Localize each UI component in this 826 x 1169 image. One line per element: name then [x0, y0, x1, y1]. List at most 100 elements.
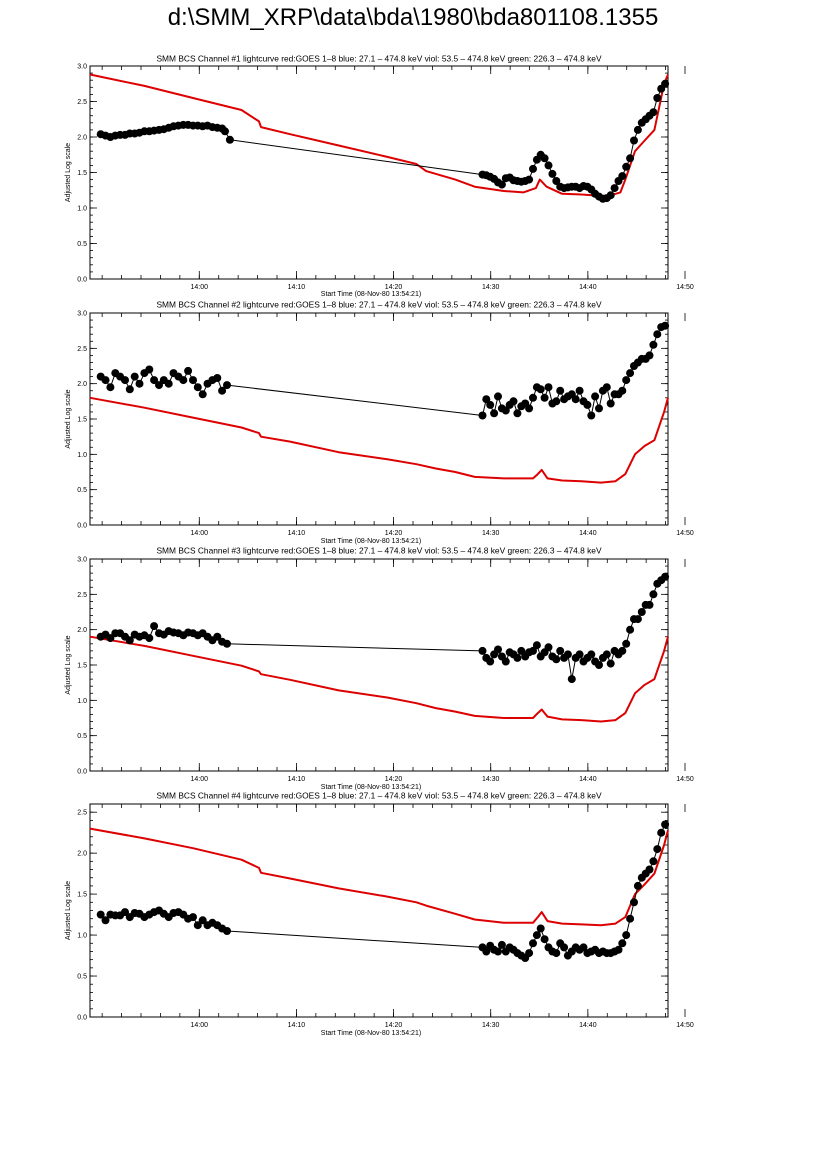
data-point [563, 650, 572, 659]
y-tick-label: 1.5 [77, 170, 87, 177]
data-point [548, 169, 557, 178]
data-point [645, 600, 654, 609]
y-tick-label: 0.0 [77, 277, 87, 284]
data-point [536, 924, 545, 933]
data-point [571, 395, 580, 404]
data-point [653, 94, 662, 102]
data-point [556, 646, 565, 655]
series-line-red [89, 827, 669, 927]
data-point [622, 639, 631, 648]
data-point [517, 646, 526, 655]
y-tick-label: 1.0 [77, 452, 87, 459]
data-point [653, 845, 662, 854]
x-axis-label: Start Time (08-Nov-80 13:54:21) [321, 1030, 421, 1037]
data-point [556, 386, 565, 395]
data-point [213, 632, 222, 641]
data-point [198, 916, 207, 925]
data-point [649, 857, 658, 866]
data-point [106, 634, 115, 643]
x-tick-label: 14:40 [579, 1022, 597, 1029]
x-axis-label: Start Time (08-Nov-80 13:54:21) [321, 538, 421, 545]
data-point [606, 399, 615, 408]
data-point [525, 404, 534, 413]
y-tick-label: 2.0 [77, 135, 87, 142]
data-point [552, 397, 561, 406]
data-point [633, 881, 642, 890]
x-tick-label: 14:30 [482, 1022, 500, 1029]
data-point [494, 645, 502, 654]
data-point [121, 376, 129, 385]
x-tick-label: 14:10 [288, 1022, 306, 1029]
data-point [193, 383, 202, 392]
series-line-red [89, 635, 669, 723]
y-axis-label: Adjusted Log scale [65, 389, 72, 448]
data-point [637, 608, 646, 616]
data-point [595, 404, 603, 413]
chart-panel-1: SMM BCS Channel #1 lightcurve red:GOES 1… [65, 54, 694, 299]
data-point [626, 914, 635, 923]
data-point [661, 79, 670, 88]
data-point [482, 947, 491, 956]
data-point [529, 164, 537, 173]
data-point [560, 943, 569, 952]
x-axis-label: Start Time (08-Nov-80 13:54:21) [321, 784, 421, 791]
data-point [587, 650, 596, 659]
data-point [486, 657, 495, 666]
data-point [193, 921, 202, 930]
data-point [532, 931, 541, 940]
data-point [622, 376, 631, 385]
x-tick-label: 14:40 [579, 530, 597, 537]
data-point [602, 650, 611, 659]
x-tick-label: 14:40 [579, 284, 597, 291]
x-tick-label: 14:00 [191, 284, 209, 291]
data-point [610, 184, 619, 193]
y-tick-label: 1.0 [77, 206, 87, 213]
x-tick-label: 14:20 [385, 284, 403, 291]
data-point [509, 397, 518, 406]
data-point [575, 650, 584, 659]
data-point [544, 383, 553, 392]
y-axis-label: Adjusted Log scale [65, 635, 72, 694]
x-tick-label: 14:00 [191, 776, 209, 783]
x-tick-label: 14:50 [676, 776, 694, 783]
y-tick-label: 0.0 [77, 523, 87, 530]
y-tick-label: 3.0 [77, 311, 87, 318]
x-tick-label: 14:00 [191, 1022, 209, 1029]
data-point [649, 108, 658, 117]
data-point [490, 409, 499, 418]
data-point [478, 411, 487, 420]
y-tick-label: 1.5 [77, 417, 87, 424]
data-point [482, 395, 491, 404]
y-tick-label: 0.0 [77, 1015, 87, 1022]
x-tick-label: 14:00 [191, 530, 209, 537]
data-point [96, 910, 105, 919]
x-tick-label: 14:50 [676, 1022, 694, 1029]
x-tick-label: 14:10 [288, 284, 306, 291]
data-point [633, 615, 642, 624]
data-point [189, 913, 197, 922]
x-tick-label: 14:50 [676, 284, 694, 291]
data-point [213, 374, 222, 382]
data-point [587, 411, 596, 420]
data-point [606, 659, 615, 668]
data-point [649, 340, 658, 349]
x-tick-label: 14:20 [385, 530, 403, 537]
y-tick-label: 0.5 [77, 241, 87, 248]
y-tick-label: 3.0 [77, 64, 87, 71]
data-point [135, 379, 144, 388]
data-point [223, 927, 231, 935]
data-point [532, 641, 541, 650]
y-tick-label: 2.0 [77, 851, 87, 858]
data-point [529, 646, 537, 655]
data-point [225, 135, 234, 144]
x-tick-label: 14:20 [385, 776, 403, 783]
y-tick-label: 3.0 [77, 557, 87, 564]
data-point [649, 590, 658, 599]
chart-panel-3: SMM BCS Channel #3 lightcurve red:GOES 1… [65, 546, 694, 792]
data-point [653, 330, 662, 339]
data-point [189, 376, 197, 385]
data-point [583, 400, 592, 409]
data-point [618, 939, 627, 948]
data-point [497, 180, 506, 189]
data-point [661, 321, 670, 330]
